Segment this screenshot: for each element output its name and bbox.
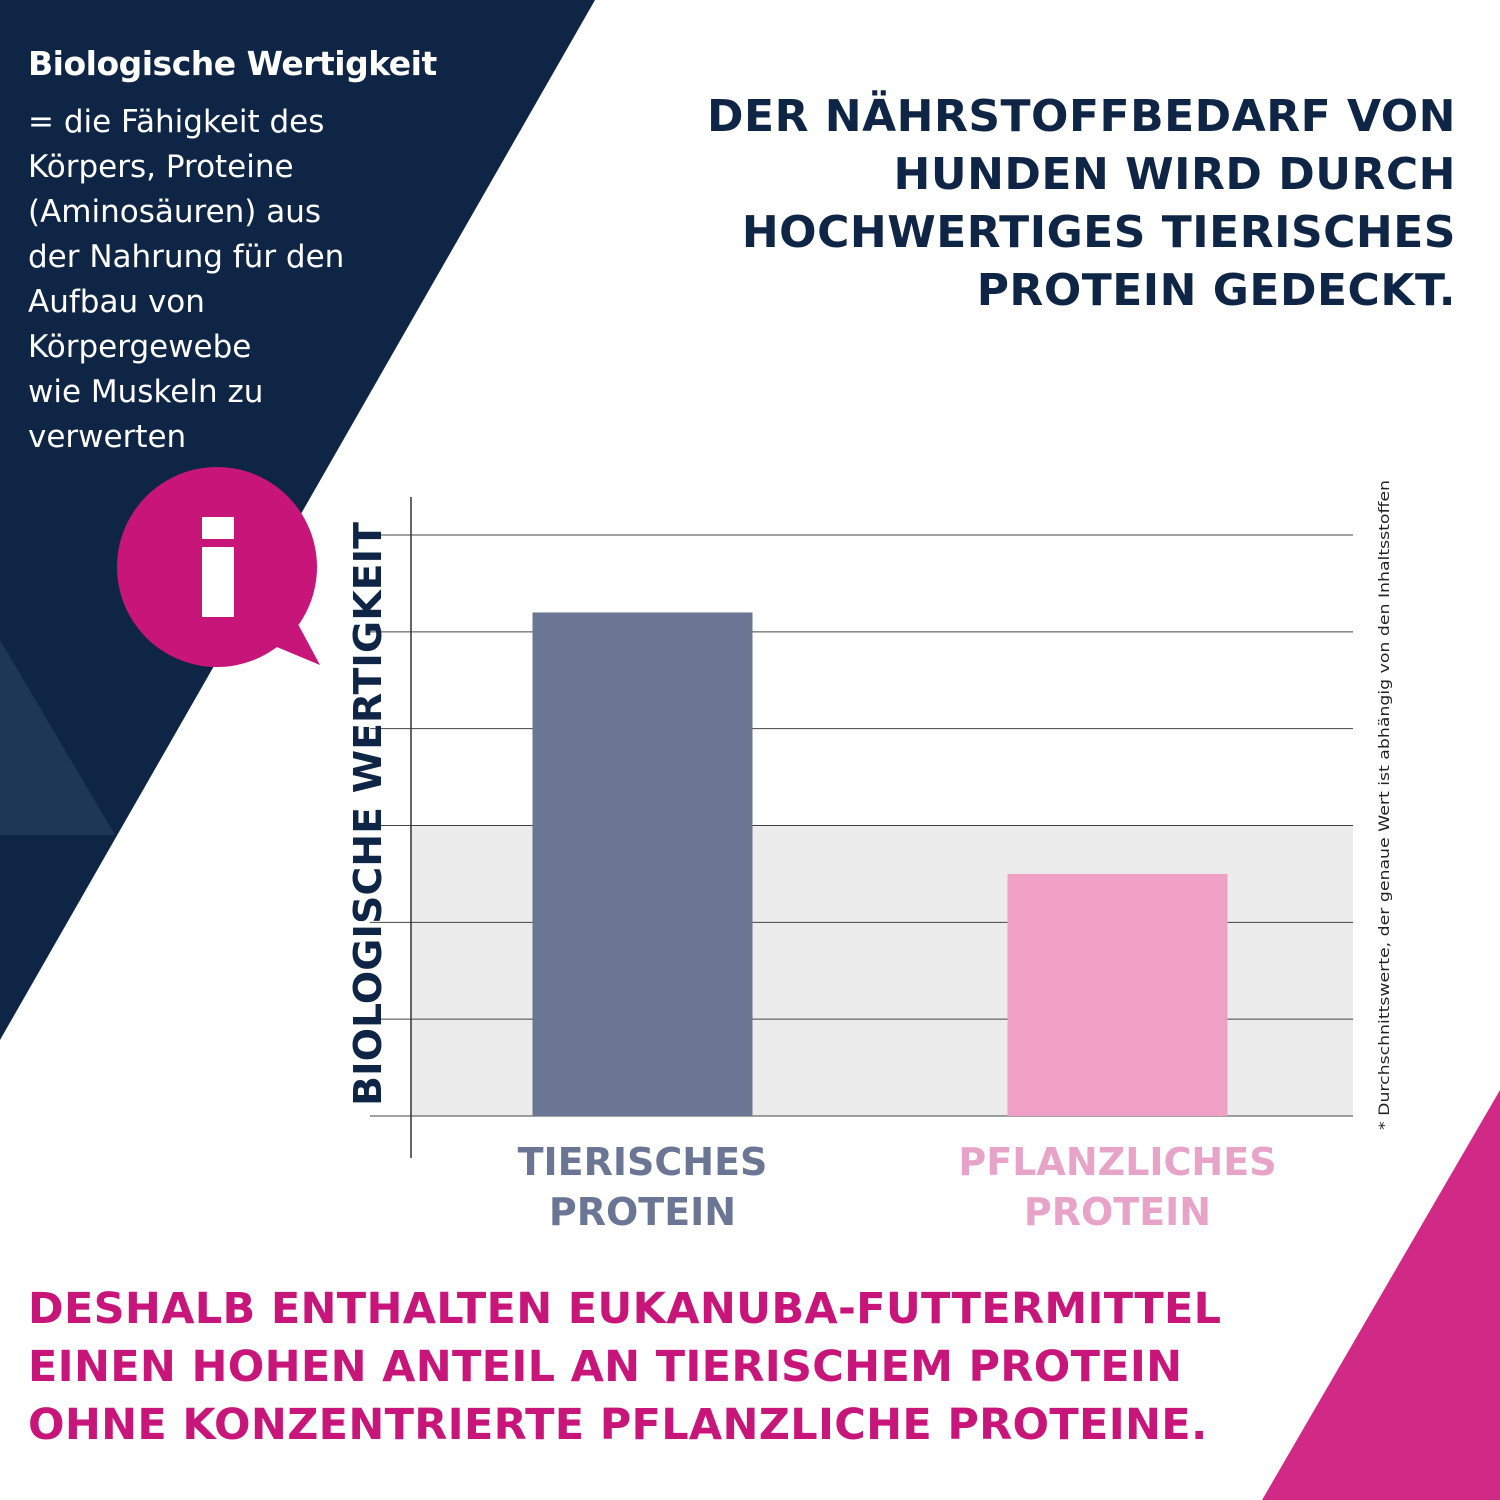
y-axis-label: BIOLOGISCHE WERTIGKEIT — [346, 522, 390, 1106]
x-tick-label: PFLANZLICHES — [958, 1140, 1276, 1184]
info-speech-bubble-icon — [117, 467, 320, 667]
magenta-corner-shape — [1262, 1090, 1500, 1500]
definition-text: = die Fähigkeit des Körpers, Proteine (A… — [28, 104, 345, 455]
bars — [532, 612, 1228, 1116]
info-dot — [202, 517, 234, 539]
headline: DER NÄHRSTOFFBEDARF VON HUNDEN WIRD DURC… — [706, 91, 1456, 316]
bar-plant-protein — [1007, 873, 1228, 1116]
x-labels: TIERISCHES PROTEIN PFLANZLICHES PROTEIN — [518, 1140, 1277, 1234]
x-tick-label: TIERISCHES — [518, 1140, 768, 1184]
x-tick-label: PROTEIN — [549, 1190, 736, 1234]
info-bubble-tail — [260, 600, 320, 665]
definition-title: Biologische Wertigkeit — [28, 44, 437, 83]
info-stem — [202, 547, 234, 617]
footer-claim: DESHALB ENTHALTEN EUKANUBA-FUTTERMITTEL … — [28, 1284, 1222, 1450]
x-tick-label: PROTEIN — [1024, 1190, 1211, 1234]
bar-animal-protein — [532, 612, 753, 1116]
footnote: * Durchschnittswerte, der genaue Wert is… — [1377, 480, 1393, 1130]
navy-shade-shape — [0, 640, 115, 835]
